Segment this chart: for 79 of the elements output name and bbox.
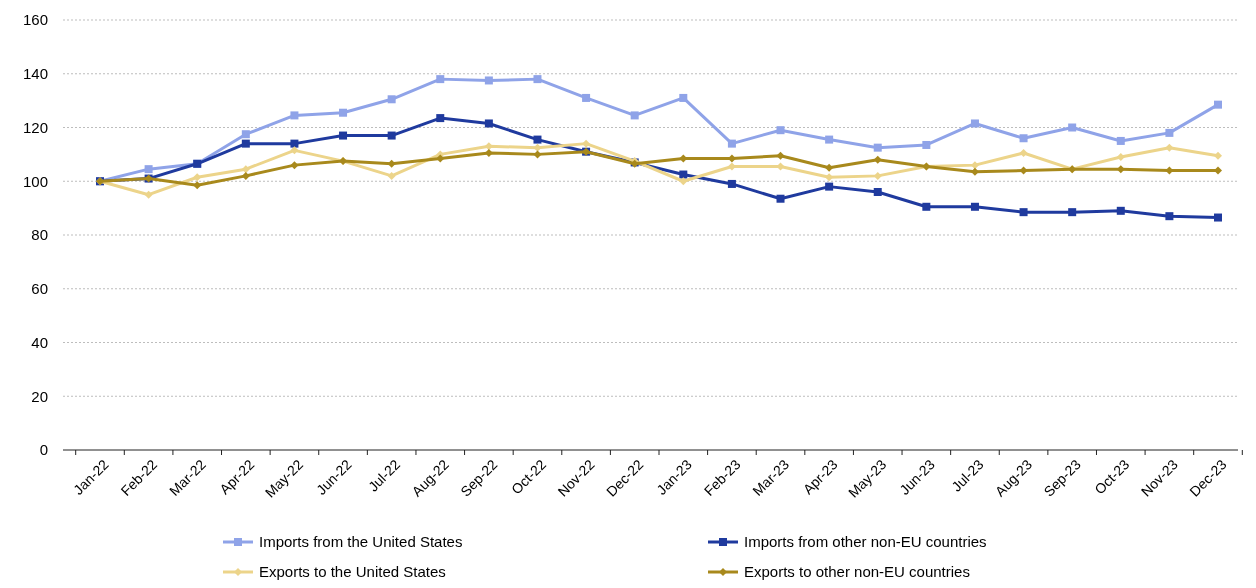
- point: [727, 162, 736, 171]
- point: [825, 163, 834, 172]
- point: [679, 170, 688, 179]
- point: [873, 155, 882, 164]
- point: [193, 173, 202, 182]
- point: [970, 202, 979, 211]
- point: [873, 143, 882, 152]
- point: [679, 93, 688, 102]
- point: [1116, 206, 1125, 215]
- point: [922, 140, 931, 149]
- point: [387, 95, 396, 104]
- y-tick-label: 160: [22, 11, 48, 29]
- point: [387, 171, 396, 180]
- point: [873, 188, 882, 196]
- point: [1165, 212, 1174, 221]
- point: [582, 139, 591, 148]
- point: [290, 161, 299, 170]
- point: [1019, 166, 1028, 175]
- point: [1214, 166, 1222, 175]
- point: [533, 150, 542, 159]
- point: [241, 139, 250, 148]
- point: [1019, 134, 1028, 143]
- point: [727, 139, 736, 148]
- point: [241, 165, 250, 174]
- y-tick-label: 40: [31, 333, 48, 351]
- point: [1068, 208, 1077, 217]
- point: [533, 135, 542, 144]
- point: [825, 135, 834, 144]
- y-tick-label: 80: [31, 226, 48, 244]
- point: [436, 114, 445, 123]
- point: [533, 75, 542, 84]
- point: [776, 126, 785, 135]
- point: [727, 179, 736, 188]
- point: [1019, 208, 1028, 217]
- legend-label: Exports to other non-EU countries: [744, 563, 970, 581]
- point: [484, 119, 493, 128]
- point: [241, 130, 250, 139]
- point: [144, 190, 153, 199]
- legend-label: Exports to the United States: [259, 563, 446, 581]
- point: [922, 202, 931, 211]
- point: [241, 171, 250, 180]
- point: [193, 181, 202, 190]
- point: [1019, 149, 1028, 158]
- point: [290, 139, 299, 148]
- point: [1214, 100, 1222, 109]
- point: [290, 146, 299, 155]
- point: [1165, 143, 1174, 152]
- point: [970, 167, 979, 176]
- point: [776, 151, 785, 160]
- point: [1214, 213, 1222, 222]
- point: [1116, 153, 1125, 162]
- point: [1165, 128, 1174, 137]
- point: [339, 108, 348, 117]
- legend-label: Imports from the United States: [259, 533, 463, 551]
- y-tick-label: 140: [22, 65, 48, 82]
- point: [1214, 151, 1222, 160]
- point: [679, 177, 688, 186]
- point: [970, 119, 979, 128]
- point: [339, 131, 348, 140]
- point: [290, 111, 299, 120]
- point: [630, 111, 639, 120]
- y-tick-label: 100: [22, 172, 48, 190]
- y-tick-label: 0: [39, 441, 48, 459]
- legend-label: Imports from other non-EU countries: [744, 533, 987, 551]
- point: [1116, 165, 1125, 174]
- point: [582, 93, 591, 102]
- point: [1116, 136, 1125, 145]
- point: [387, 131, 396, 140]
- point: [1068, 123, 1077, 132]
- point: [436, 154, 445, 163]
- point: [436, 75, 445, 84]
- point: [776, 194, 785, 203]
- point: [484, 76, 493, 85]
- point: [825, 182, 834, 191]
- point: [484, 142, 493, 151]
- point: [144, 165, 153, 174]
- y-tick-label: 20: [31, 387, 48, 405]
- y-tick-label: 60: [31, 280, 48, 297]
- y-tick-label: 120: [22, 118, 48, 136]
